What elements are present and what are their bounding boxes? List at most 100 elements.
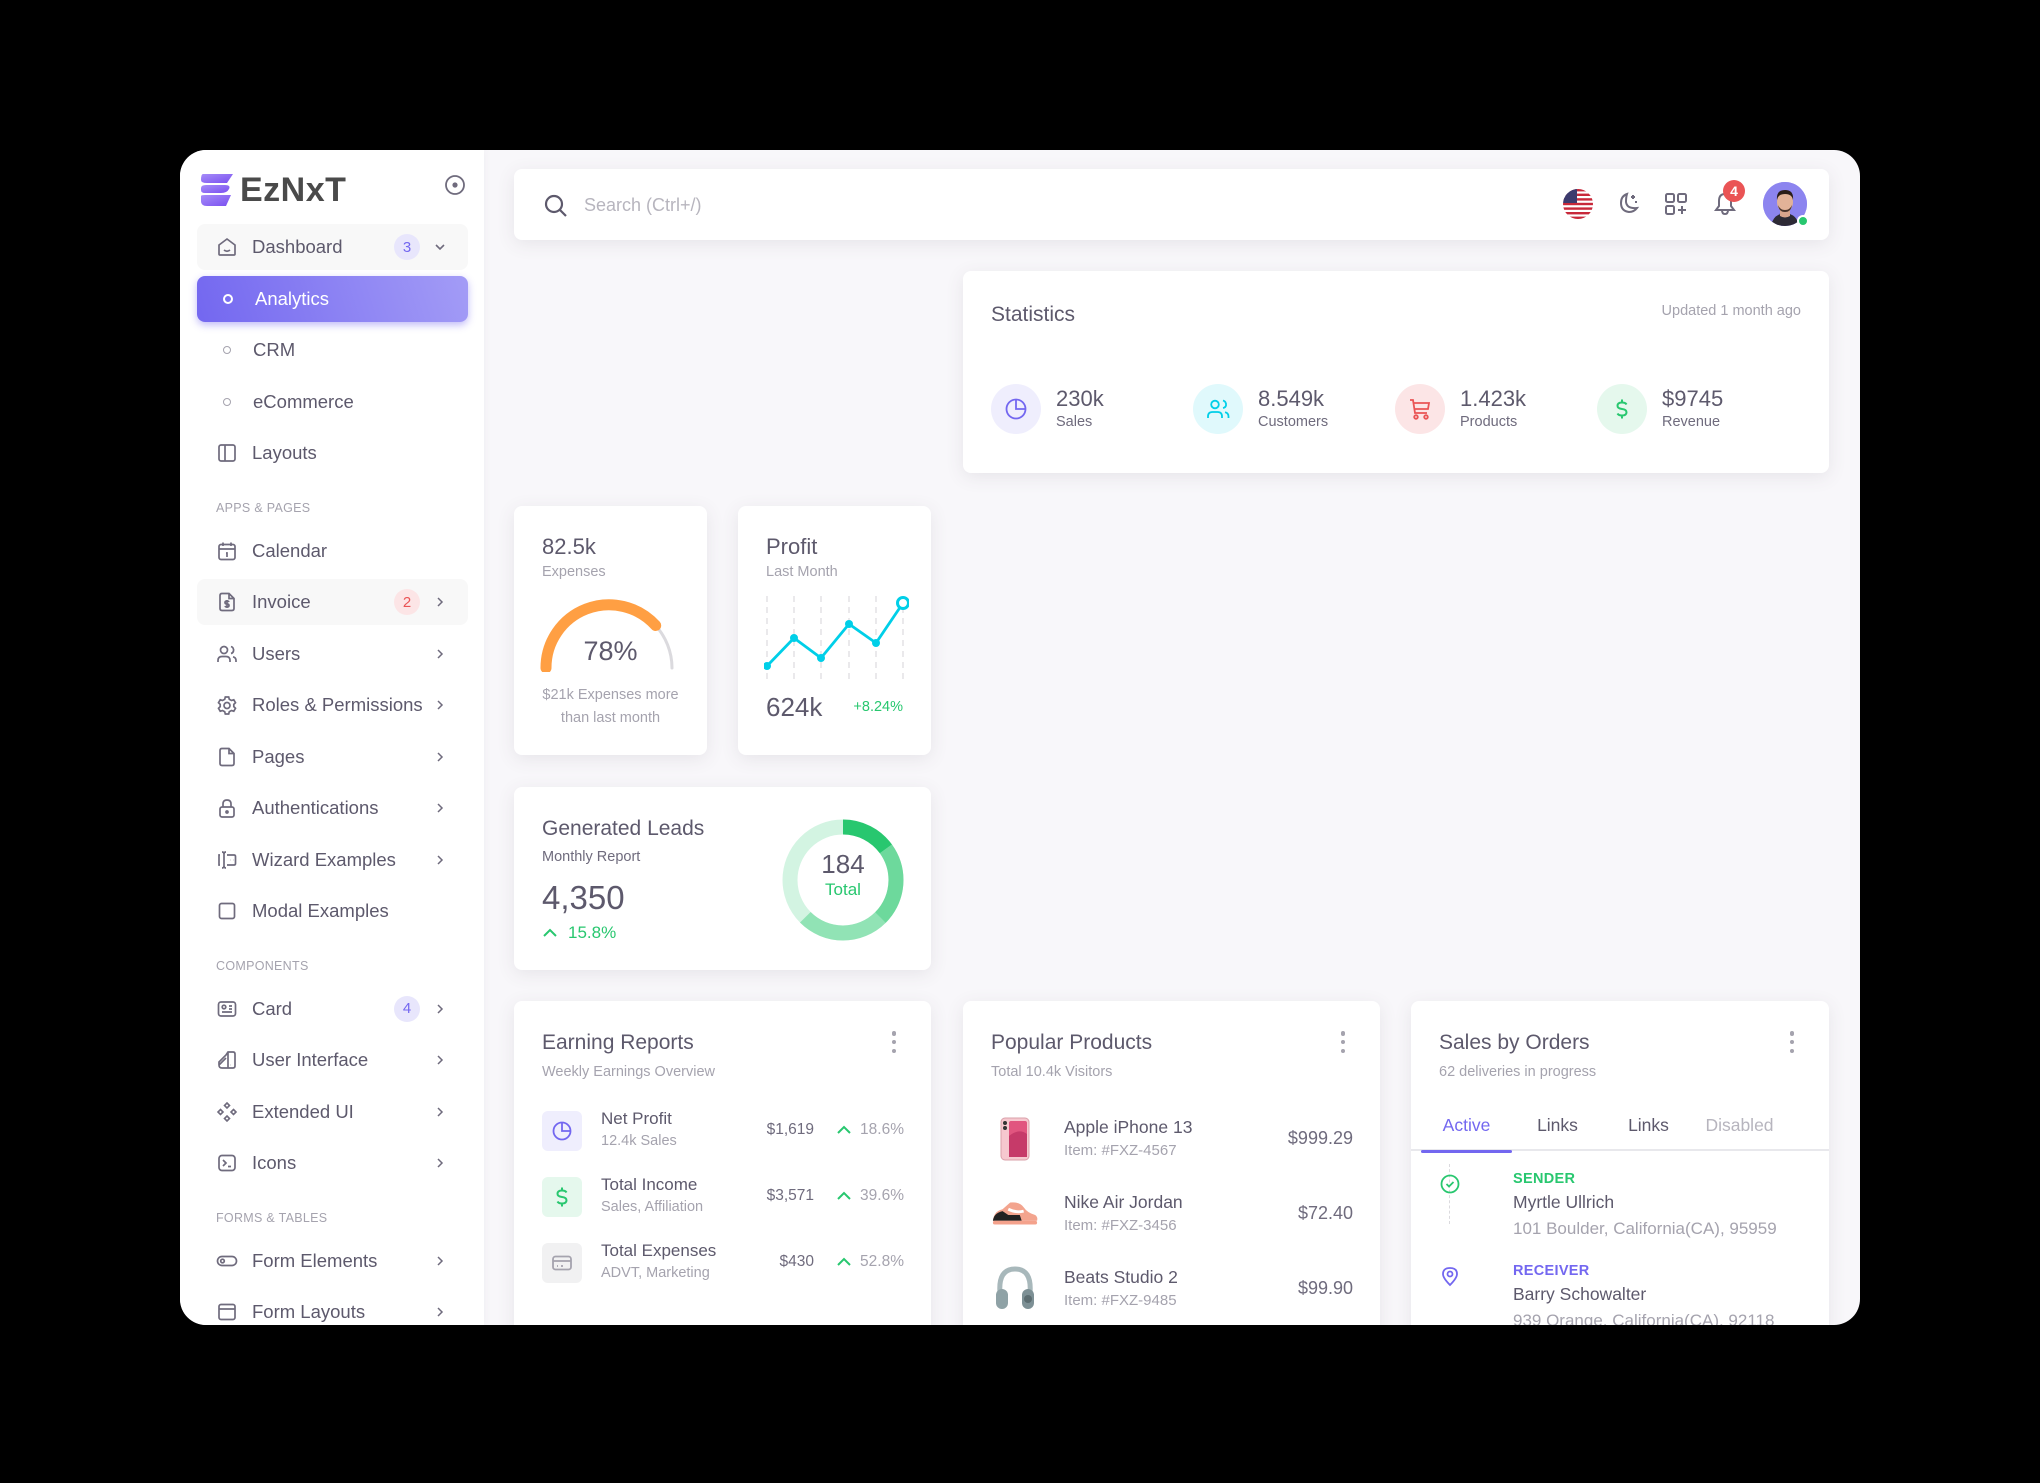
chevron-right-icon	[437, 1055, 444, 1065]
app-window: EzNxT Dashboard 3 Analytics CRM	[180, 150, 1860, 1325]
card-count-badge: 4	[394, 995, 420, 1022]
moon-stars-icon[interactable]	[1611, 188, 1643, 220]
users-icon	[216, 643, 238, 665]
chevron-right-icon	[437, 1307, 444, 1317]
sidebar-item-analytics[interactable]: Analytics	[197, 275, 468, 322]
sender-address: 101 Boulder, California(CA), 95959	[1513, 1219, 1777, 1238]
sidebar-item-form-layouts[interactable]: Form Layouts	[197, 1289, 468, 1325]
apps-grid-add-icon[interactable]	[1660, 188, 1692, 220]
statistics-title: Statistics	[991, 303, 1076, 326]
brand[interactable]: EzNxT	[197, 170, 346, 210]
sender-tag: SENDER	[1513, 1171, 1576, 1187]
sidebar-item-calendar[interactable]: Calendar	[197, 528, 468, 574]
earning-row-change-value: 52.8%	[860, 1253, 904, 1270]
sidebar-item-label: Form Layouts	[252, 1301, 366, 1322]
stat-customers: 8.549k Customers	[1193, 384, 1328, 434]
earning-row-change: 18.6%	[837, 1121, 904, 1139]
forms-icon	[216, 849, 238, 871]
headphones-product-image	[991, 1265, 1039, 1313]
file-icon	[216, 746, 238, 768]
calendar-icon	[216, 540, 238, 562]
product-row-iphone[interactable]: Apple iPhone 13 Item: #FXZ-4567 $999.29	[991, 1115, 1353, 1165]
stat-label: Sales	[1056, 414, 1093, 430]
more-options-icon[interactable]	[1340, 1031, 1346, 1053]
sidebar-item-icons[interactable]: Icons	[197, 1140, 468, 1186]
earning-row-change: 52.8%	[837, 1253, 904, 1271]
earning-row-amount: $3,571	[766, 1187, 814, 1204]
sidebar-toggle-icon[interactable]	[444, 174, 466, 196]
sidebar-item-label: Analytics	[255, 287, 330, 309]
sidebar-item-users[interactable]: Users	[197, 631, 468, 677]
receiver-tag: RECEIVER	[1513, 1263, 1590, 1279]
search-input[interactable]	[584, 189, 1084, 221]
sidebar-item-label: Layouts	[252, 442, 317, 463]
sidebar-item-authentications[interactable]: Authentications	[197, 785, 468, 831]
sidebar-item-label: Dashboard	[252, 236, 343, 257]
donut-total-value: 184	[821, 849, 865, 879]
circle-dot-icon	[223, 293, 233, 304]
id-card-icon	[216, 998, 238, 1020]
product-price: $99.90	[1297, 1278, 1353, 1298]
chevron-right-icon	[437, 803, 444, 813]
expenses-gauge-chart	[540, 599, 674, 672]
arrow-up-icon	[837, 1125, 851, 1134]
sidebar-item-extended-ui[interactable]: Extended UI	[197, 1089, 468, 1135]
sidebar-item-crm[interactable]: CRM	[197, 327, 468, 373]
earning-row-change: 39.6%	[837, 1187, 904, 1205]
sidebar-item-label: Form Elements	[252, 1249, 378, 1271]
settings-gear-icon	[216, 694, 238, 716]
invoice-count-badge: 2	[394, 589, 420, 615]
leads-change: 15.8%	[542, 923, 616, 943]
section-header-components: COMPONENTS	[216, 958, 309, 973]
more-options-icon[interactable]	[891, 1031, 897, 1053]
tab-active[interactable]: Active	[1421, 1105, 1512, 1153]
chevron-right-icon	[437, 648, 444, 659]
sidebar-item-wizard-examples[interactable]: Wizard Examples	[197, 837, 468, 883]
toggle-icon	[216, 1250, 238, 1272]
earning-row-name: Net Profit	[601, 1109, 672, 1128]
sidebar-item-invoice[interactable]: Invoice 2	[197, 579, 468, 625]
product-row-nike[interactable]: Nike Air Jordan Item: #FXZ-3456 $72.40	[991, 1190, 1353, 1240]
terminal-icon	[216, 1152, 238, 1174]
stat-value: $9745	[1662, 386, 1724, 411]
earning-row-change-value: 39.6%	[860, 1187, 904, 1204]
stat-sales: 230k Sales	[991, 384, 1104, 434]
sidebar-item-roles-permissions[interactable]: Roles & Permissions	[197, 682, 468, 728]
product-row-beats[interactable]: Beats Studio 2 Item: #FXZ-9485 $99.90	[991, 1265, 1353, 1315]
profit-card: Profit Last Month 624k +8.24%	[738, 506, 931, 755]
sidebar-item-user-interface[interactable]: User Interface	[197, 1037, 468, 1083]
leads-donut-chart	[782, 819, 904, 941]
shopping-cart-icon	[1395, 384, 1445, 434]
sidebar-item-card[interactable]: Card 4	[197, 986, 468, 1032]
components-icon	[216, 1101, 238, 1123]
sidebar-item-pages[interactable]: Pages	[197, 734, 468, 780]
stat-products: 1.423k Products	[1395, 384, 1526, 434]
tab-links-2[interactable]: Links	[1628, 1115, 1669, 1135]
sidebar-item-dashboard[interactable]: Dashboard 3	[197, 224, 468, 270]
user-avatar[interactable]	[1763, 182, 1809, 227]
sidebar-item-ecommerce[interactable]: eCommerce	[197, 379, 468, 425]
sidebar-item-label: CRM	[253, 339, 296, 360]
sneaker-product-image	[991, 1190, 1039, 1238]
online-status-indicator	[1797, 215, 1809, 227]
more-options-icon[interactable]	[1789, 1031, 1795, 1053]
tab-links-1[interactable]: Links	[1537, 1115, 1578, 1135]
sidebar-item-layouts[interactable]: Layouts	[197, 430, 468, 476]
earning-row-sub: ADVT, Marketing	[601, 1265, 710, 1281]
orders-title: Sales by Orders	[1439, 1031, 1590, 1054]
brand-name: EzNxT	[240, 170, 347, 209]
sidebar-item-form-elements[interactable]: Form Elements	[197, 1238, 468, 1284]
search-icon[interactable]	[542, 192, 570, 220]
leads-title: Generated Leads	[542, 817, 705, 840]
sidebar-item-label: User Interface	[252, 1049, 369, 1070]
circle-check-icon	[1440, 1174, 1460, 1194]
earning-row-change-value: 18.6%	[860, 1121, 904, 1138]
language-flag-us-icon[interactable]	[1562, 188, 1594, 220]
product-sku: Item: #FXZ-9485	[1064, 1292, 1177, 1309]
sidebar-item-label: Invoice	[252, 591, 311, 612]
bell-icon[interactable]: 4	[1709, 180, 1745, 220]
timeline-connector	[1449, 1164, 1450, 1224]
earning-reports-card: Earning Reports Weekly Earnings Overview…	[514, 1001, 931, 1325]
layout-navbar-icon	[216, 1301, 238, 1323]
sidebar-item-modal-examples[interactable]: Modal Examples	[197, 888, 468, 934]
